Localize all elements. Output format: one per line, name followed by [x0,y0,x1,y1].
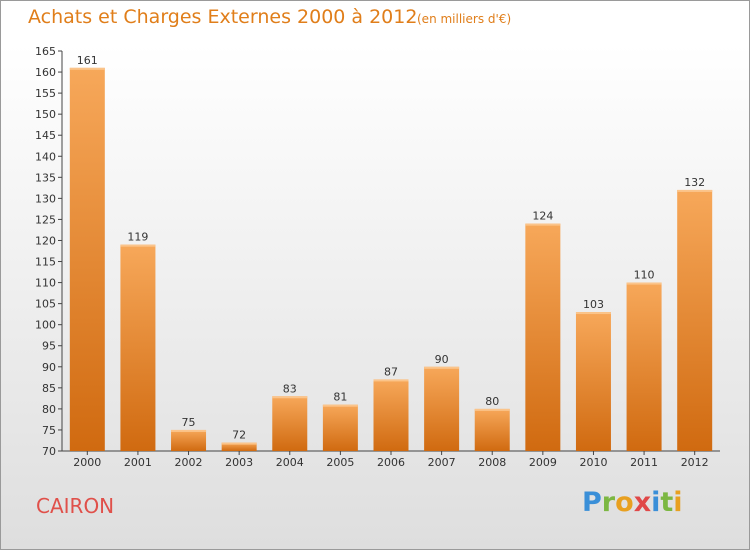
x-tick-label: 2006 [377,456,405,469]
data-label: 132 [684,176,705,189]
y-tick-label: 160 [35,66,56,79]
bar-top-highlight [474,408,510,411]
logo-letter: i [673,487,683,518]
bar-top-highlight [575,312,611,315]
y-tick-label: 125 [35,213,56,226]
bar [69,67,105,451]
bar-top-highlight [525,223,561,226]
data-labels: 161 119 75 72 83 81 87 90 80 124 103 110 132 [77,54,705,442]
bar-top-highlight [69,67,105,70]
chart-subtitle: (en milliers d'€) [417,12,512,26]
data-label: 124 [532,210,553,223]
bar [221,442,257,451]
logo-letter: i [651,487,661,518]
y-tick-label: 130 [35,192,56,205]
y-tick-label: 115 [35,256,56,269]
bars [69,67,713,451]
y-tick-label: 95 [42,340,56,353]
logo-letter: x [633,487,652,518]
x-tick-label: 2000 [73,456,101,469]
bar-top-highlight [171,429,207,432]
y-tick-label: 155 [35,87,56,100]
bar [322,404,358,451]
data-label: 103 [583,298,604,311]
data-label: 119 [127,231,148,244]
x-tick-label: 2012 [681,456,709,469]
data-label: 80 [485,395,499,408]
bar [171,429,207,451]
bar-top-highlight [626,282,662,285]
y-tick-label: 120 [35,234,56,247]
logo-letter: o [615,487,634,518]
bar-top-highlight [424,366,460,369]
data-label: 87 [384,365,398,378]
x-tick-label: 2008 [478,456,506,469]
data-label: 75 [182,416,196,429]
y-tick-label: 110 [35,277,56,290]
y-tick-label: 75 [42,424,56,437]
x-tick-label: 2007 [428,456,456,469]
y-tick-label: 90 [42,361,56,374]
data-label: 83 [283,382,297,395]
bar-top-highlight [120,244,156,247]
y-tick-label: 165 [35,45,56,58]
y-tick-label: 85 [42,382,56,395]
bar [525,223,561,451]
bar [474,408,510,451]
bar [424,366,460,451]
bar [120,244,156,451]
bar [373,379,409,451]
bar-top-highlight [322,404,358,407]
y-tick-label: 140 [35,150,56,163]
x-tick-label: 2011 [630,456,658,469]
chart-title: Achats et Charges Externes 2000 à 2012 [28,6,418,28]
y-tick-label: 105 [35,298,56,311]
proxiti-logo: Proxiti [582,487,683,518]
y-tick-label: 145 [35,129,56,142]
x-tick-label: 2001 [124,456,152,469]
axes: 70 75 80 85 90 95 100 105 110 115 120 125 130 135 140 1… [35,45,720,469]
logo-letter: t [660,487,674,518]
x-tick-label: 2009 [529,456,557,469]
data-label: 72 [232,429,246,442]
bar [677,189,713,451]
bar-top-highlight [677,189,713,192]
bar-top-highlight [373,379,409,382]
bar-top-highlight [272,396,308,399]
x-tick-label: 2003 [225,456,253,469]
logo-letter: r [601,487,616,518]
data-label: 90 [435,353,449,366]
y-tick-label: 80 [42,403,56,416]
x-tick-label: 2002 [175,456,203,469]
y-tick-label: 70 [42,445,56,458]
data-label: 81 [333,391,347,404]
data-label: 161 [77,54,98,67]
y-tick-label: 150 [35,108,56,121]
data-label: 110 [634,269,655,282]
y-tick-label: 100 [35,319,56,332]
bar-top-highlight [221,442,257,445]
bar [575,312,611,451]
x-tick-label: 2005 [326,456,354,469]
x-tick-label: 2010 [579,456,607,469]
logo-letter: P [582,487,602,518]
x-tick-label: 2004 [276,456,304,469]
y-tick-label: 135 [35,171,56,184]
bar [272,396,308,451]
bar [626,282,662,451]
commune-name: CAIRON [36,494,115,518]
